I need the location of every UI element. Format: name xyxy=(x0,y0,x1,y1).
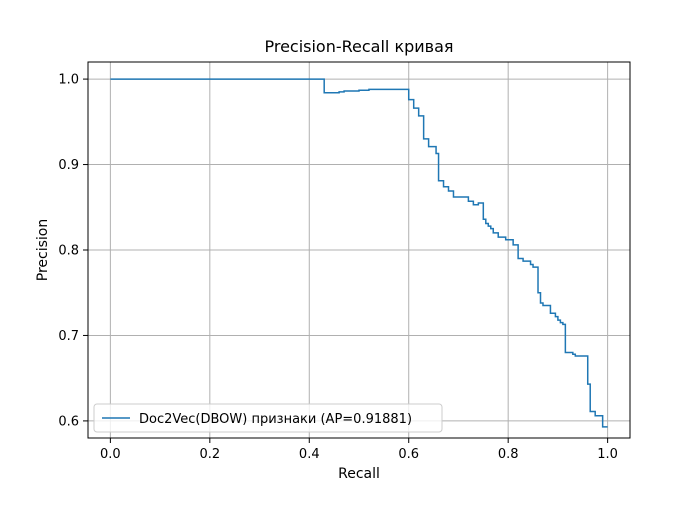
x-tick-label: 0.2 xyxy=(199,447,220,462)
x-tick-label: 0.8 xyxy=(498,447,519,462)
y-tick-label: 0.6 xyxy=(58,414,79,429)
legend-box xyxy=(93,403,443,433)
x-axis-label: Recall xyxy=(338,466,380,482)
y-axis-ticks: 0.6 0.7 0.8 0.9 1.0 xyxy=(58,73,88,429)
y-tick-label: 1.0 xyxy=(58,73,79,88)
x-tick-label: 0.4 xyxy=(299,447,320,462)
x-tick-label: 0.6 xyxy=(398,447,419,462)
x-tick-label: 0.0 xyxy=(100,447,121,462)
y-tick-label: 0.8 xyxy=(58,244,79,259)
y-tick-label: 0.9 xyxy=(58,158,79,173)
y-axis-label: Precision xyxy=(35,219,51,281)
series-layer xyxy=(110,78,608,428)
y-tick-label: 0.7 xyxy=(58,329,79,344)
x-tick-label: 1.0 xyxy=(597,447,618,462)
pr-curve-line xyxy=(110,78,608,428)
legend-label: Doc2Vec(DBOW) признаки (AP=0.91881) xyxy=(139,412,412,427)
x-axis-ticks: 0.0 0.2 0.4 0.6 0.8 1.0 xyxy=(100,438,618,462)
chart-title: Precision-Recall кривая xyxy=(264,37,453,56)
legend: Doc2Vec(DBOW) признаки (AP=0.91881) xyxy=(93,403,443,433)
grid-lines xyxy=(88,62,630,438)
